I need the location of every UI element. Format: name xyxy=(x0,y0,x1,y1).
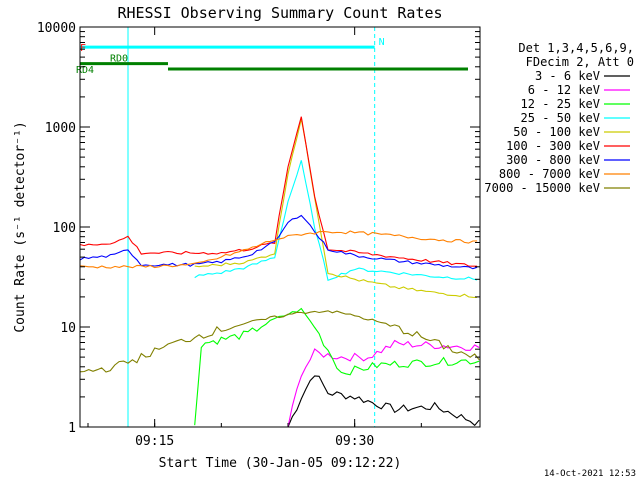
legend-label: 300 - 800 keV xyxy=(506,153,600,167)
series-line xyxy=(79,116,478,267)
legend-label: 800 - 7000 keV xyxy=(499,167,600,181)
legend-label: 3 - 6 keV xyxy=(535,69,600,83)
series-layer xyxy=(79,116,480,428)
legend-label: 100 - 300 keV xyxy=(506,139,600,153)
series-line xyxy=(79,214,478,270)
legend-header: FDecim 2, Att 0 xyxy=(526,55,634,69)
x-axis-label: Start Time (30-Jan-05 09:12:22) xyxy=(159,456,402,471)
x-tick-label: 09:15 xyxy=(135,434,174,449)
y-axis-label: Count Rate (s⁻¹ detector⁻¹) xyxy=(13,121,28,332)
series-line xyxy=(79,230,478,269)
y-tick-label: 1 xyxy=(68,421,76,436)
series-line xyxy=(287,375,480,428)
legend-label: 7000 - 15000 keV xyxy=(484,181,600,195)
legend: Det 1,3,4,5,6,9,FDecim 2, Att 03 - 6 keV… xyxy=(484,41,634,195)
series-line xyxy=(287,339,480,428)
y-tick-label: 1000 xyxy=(45,121,76,136)
legend-label: 25 - 50 keV xyxy=(521,111,600,125)
legend-label: 50 - 100 keV xyxy=(513,125,600,139)
chart-title: RHESSI Observing Summary Count Rates xyxy=(117,4,442,22)
timestamp: 14-Oct-2021 12:53 xyxy=(544,469,636,479)
legend-label: 12 - 25 keV xyxy=(521,97,600,111)
series-line xyxy=(194,118,478,298)
plot-frame xyxy=(79,26,481,428)
status-bars: N F RD0 RD4 xyxy=(76,37,468,76)
status-bar-label: RD4 xyxy=(76,65,94,76)
x-axis: 09:15 09:30 xyxy=(87,27,422,449)
series-line xyxy=(194,307,480,426)
y-tick-label: 10 xyxy=(60,321,76,336)
night-lines xyxy=(127,27,376,427)
legend-label: 6 - 12 keV xyxy=(528,83,600,97)
y-tick-label: 10000 xyxy=(37,21,76,36)
x-tick-label: 09:30 xyxy=(335,434,374,449)
status-bar-label: RD0 xyxy=(110,54,128,65)
status-bar-label: N xyxy=(379,37,385,48)
legend-header: Det 1,3,4,5,6,9, xyxy=(518,41,634,55)
y-tick-label: 100 xyxy=(53,221,76,236)
series-line xyxy=(194,160,478,282)
status-bar-label: F xyxy=(80,43,86,54)
y-axis: 1 10 100 1000 10000 xyxy=(37,21,480,436)
series-line xyxy=(79,310,480,373)
